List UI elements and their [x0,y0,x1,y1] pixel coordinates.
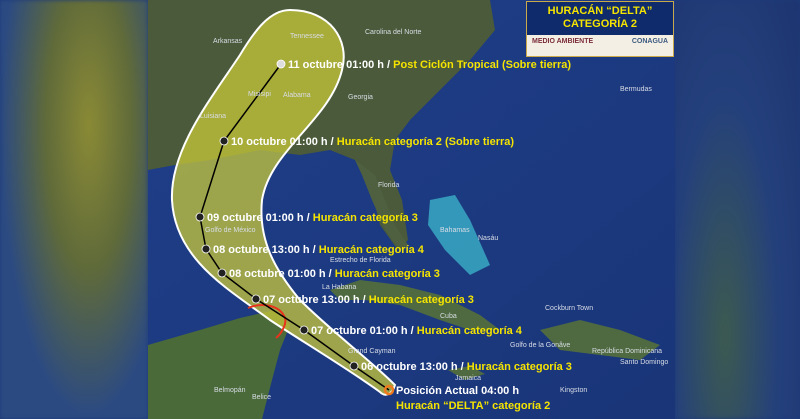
forecast-label: 10 octubre 01:00 h / Huracán categoría 2… [231,136,514,148]
forecast-time: 08 octubre 13:00 h / [213,244,319,256]
land-hispaniola [540,320,660,360]
forecast-status: Huracán categoría 4 [319,244,425,256]
place-name: Bermudas [620,86,652,93]
current-position-label: Posición Actual 04:00 h [396,385,519,397]
forecast-point-marker [349,361,359,371]
forecast-time: 08 octubre 01:00 h / [229,268,335,280]
forecast-time: 09 octubre 01:00 h / [207,212,313,224]
forecast-point-marker [195,212,205,222]
medio-ambiente-logo: MEDIO AMBIENTE [532,38,594,45]
place-name: República Dominicana [592,348,662,355]
forecast-time: 07 octubre 01:00 h / [311,325,417,337]
place-name: Belmopán [214,387,246,394]
badge-title-line1: HURACÁN “DELTA” [547,5,653,17]
place-name: Estrecho de Florida [330,257,391,264]
place-name: Nasáu [478,235,498,242]
forecast-time: 10 octubre 01:00 h / [231,136,337,148]
forecast-point-marker [276,59,286,69]
place-name: Golfo de la Gonâve [510,342,570,349]
bahamas-banks [428,195,490,275]
forecast-label: 08 octubre 01:00 h / Huracán categoría 3 [229,268,440,280]
land-florida [355,160,408,250]
forecast-points: 11 octubre 01:00 h / Post Ciclón Tropica… [195,59,572,412]
forecast-label: 11 octubre 01:00 h / Post Ciclón Tropica… [288,59,571,71]
forecast-time: 07 octubre 13:00 h / [263,294,369,306]
place-name: Florida [378,182,400,189]
place-name: Grand Cayman [348,348,396,355]
place-name: Misisipi [248,91,271,98]
place-name: La Habana [322,284,356,291]
forecast-label: 07 octubre 01:00 h / Huracán categoría 4 [311,325,523,337]
forecast-point-marker [201,244,211,254]
forecast-label: 07 octubre 13:00 h / Huracán categoría 3 [263,294,474,306]
hurricane-track-map: Tennessee Carolina del Norte Arkansas Misis… [148,0,675,419]
badge-title-line2: CATEGORÍA 2 [563,18,637,30]
blurred-background-left [0,0,148,419]
forecast-label: 06 octubre 13:00 h / Huracán categoría 3 [361,361,572,373]
place-name: Santo Domingo [620,359,668,366]
forecast-point-marker [217,268,227,278]
hurricane-title-badge: HURACÁN “DELTA” CATEGORÍA 2 MEDIO AMBIEN… [526,1,674,57]
forecast-status: Huracán categoría 3 [369,294,474,306]
place-name: Golfo de México [205,227,256,234]
place-name: Tennessee [290,33,324,40]
place-name: Luisiana [200,113,226,120]
land-cuba [330,280,500,330]
place-name: Jamaica [455,375,481,382]
forecast-time: 11 octubre 01:00 h / [288,59,393,71]
place-name: Alabama [283,92,311,99]
blurred-background-right [675,0,800,419]
place-name: Georgia [348,94,373,101]
place-name: Bahamas [440,227,470,234]
place-name: Cuba [440,313,457,320]
forecast-status: Huracán categoría 4 [417,325,523,337]
place-name: Belice [252,394,271,401]
land-jamaica [448,366,485,380]
land-yucatan [148,310,290,419]
conagua-logo: CONAGUA [631,38,668,45]
forecast-status: Huracán categoría 2 (Sobre tierra) [337,136,515,148]
place-names: Tennessee Carolina del Norte Arkansas Misis… [200,29,668,401]
forecast-point-marker [219,136,229,146]
place-name: Cockburn Town [545,305,593,312]
forecast-status: Huracán categoría 3 [335,268,440,280]
forecast-point-marker [251,294,261,304]
forecast-time: 06 octubre 13:00 h / [361,361,467,373]
forecast-status: Post Ciclón Tropical (Sobre tierra) [393,59,571,71]
current-status-label: Huracán “DELTA” categoría 2 [396,400,550,412]
forecast-point-marker [299,325,309,335]
place-name: Arkansas [213,38,243,45]
forecast-status: Huracán categoría 3 [467,361,572,373]
forecast-label: 09 octubre 01:00 h / Huracán categoría 3 [207,212,418,224]
current-position-marker [383,384,395,396]
place-name: Carolina del Norte [365,29,422,36]
place-name: Kingston [560,387,587,394]
forecast-status: Huracán categoría 3 [313,212,418,224]
forecast-label: 08 octubre 13:00 h / Huracán categoría 4 [213,244,425,256]
